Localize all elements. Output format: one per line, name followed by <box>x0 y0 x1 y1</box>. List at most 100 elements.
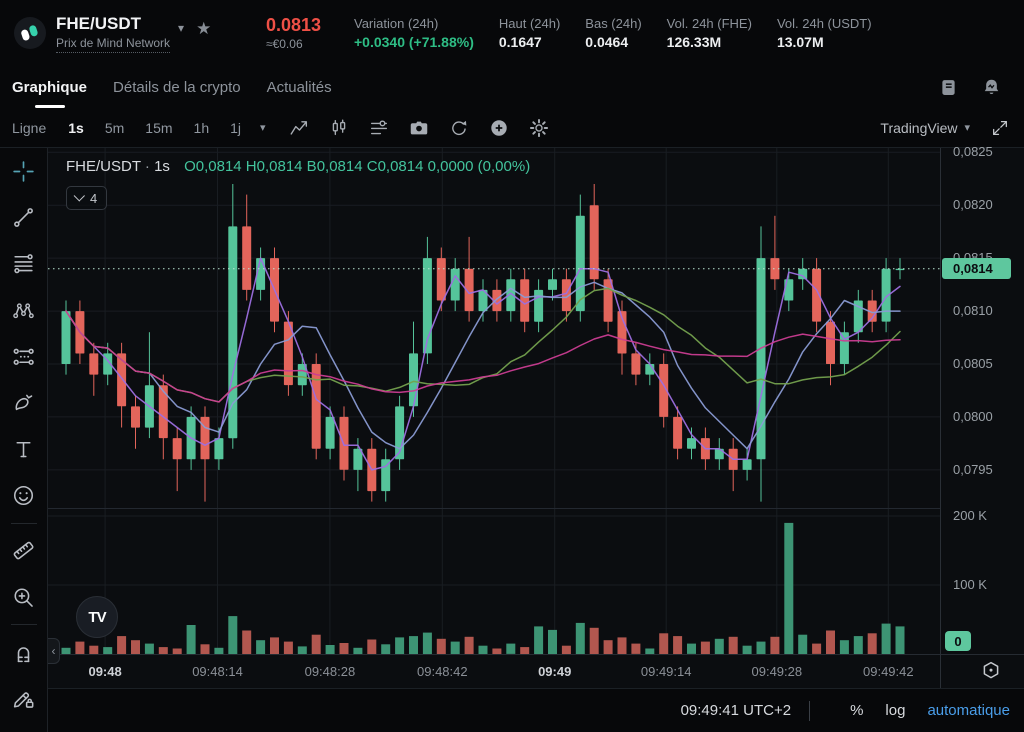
stat-bas-24h: Bas (24h) 0.0464 <box>585 15 641 52</box>
fullscreen-expand-icon <box>993 120 1007 135</box>
clock-timezone[interactable]: 09:49:41 UTC+2 <box>680 702 792 719</box>
time-axis[interactable]: 09:48 09:48:14 09:48:28 09:48:42 09:49 09:49:… <box>48 654 940 688</box>
chart-region: FHE/USDT · 1s O0,0814 H0,0814 B0,0814 C0… <box>48 148 940 688</box>
axis-corner-divider <box>941 654 1024 655</box>
auto-scale-toggle[interactable]: automatique <box>927 702 1010 719</box>
price-tick: 0,0795 <box>953 461 993 477</box>
refresh-button[interactable] <box>448 117 470 139</box>
price-tick: 0,0810 <box>953 303 993 319</box>
stat-value: 13.07M <box>776 33 824 50</box>
legend-ohlc-values: O0,0814 H0,0814 B0,0814 C0,0814 0,0000 (… <box>184 158 531 175</box>
chart-settings-gear-button[interactable] <box>528 117 550 139</box>
crosshair-tool-button[interactable] <box>0 158 48 184</box>
indicators-count: 4 <box>90 190 98 206</box>
price-alert-bell-icon <box>984 79 999 94</box>
pair-dropdown-caret-icon[interactable]: ▾ <box>178 21 185 35</box>
forecast-tool-button[interactable] <box>0 343 48 369</box>
add-indicator-button[interactable] <box>488 117 510 139</box>
log-scale-toggle[interactable]: log <box>885 702 906 719</box>
ruler-tool-button[interactable] <box>0 538 48 564</box>
crosshair-icon <box>13 160 34 182</box>
tab-actualit-s[interactable]: Actualités <box>266 78 332 96</box>
price-axis[interactable]: 0,08250,08200,08150,08100,08050,08000,07… <box>940 144 1024 688</box>
pair-block: FHE/USDT Prix de Mind Network ▾ ★ <box>14 14 266 53</box>
header-stats: Variation (24h) +0.0340 (+71.88%) Haut (2… <box>354 15 872 52</box>
fullscreen-expand-button[interactable] <box>990 118 1010 138</box>
chart-toolbar: Ligne 1s 5m 15m 1h 1j ▾ TradingView ▾ <box>0 108 1024 148</box>
magnet-tool-button[interactable] <box>0 639 48 665</box>
emoji-tool-button[interactable] <box>0 482 48 508</box>
interval-5m[interactable]: 5m <box>104 119 125 136</box>
interval-1j[interactable]: 1j <box>230 119 242 136</box>
text-icon <box>16 441 31 457</box>
brush-tool-button[interactable] <box>0 390 48 416</box>
axis-settings-button[interactable] <box>979 659 1003 683</box>
time-tick: 09:48:28 <box>304 664 356 679</box>
xabcd-pattern-tool-button[interactable] <box>0 297 48 323</box>
stat-label: Variation (24h) <box>354 15 439 31</box>
toolbar-icons <box>288 117 550 139</box>
tradingview-watermark-logo[interactable]: TV <box>76 596 118 638</box>
chart-canvas[interactable] <box>48 148 940 688</box>
pair-subtitle[interactable]: Prix de Mind Network <box>56 35 171 53</box>
chevron-down-icon <box>73 190 85 202</box>
interval-more-caret-icon[interactable]: ▾ <box>260 122 266 134</box>
provider-selector[interactable]: TradingView <box>880 119 958 136</box>
drawing-lock-icon <box>13 692 34 709</box>
candlestick-style-button[interactable] <box>328 117 350 139</box>
xabcd-pattern-icon <box>13 303 34 318</box>
camera-snapshot-icon <box>410 121 427 134</box>
time-tick: 09:49:14 <box>640 664 692 679</box>
ma-line-7 <box>65 281 901 450</box>
camera-snapshot-button[interactable] <box>408 117 430 139</box>
time-tick: 09:48 <box>88 664 122 679</box>
indicators-button[interactable] <box>288 117 310 139</box>
toolbar-right: TradingView ▾ <box>880 118 1010 138</box>
trend-line-icon <box>14 208 33 227</box>
interval-1s[interactable]: 1s <box>68 119 84 136</box>
interval-1h[interactable]: 1h <box>193 119 210 136</box>
candles <box>61 184 905 502</box>
tools-divider <box>10 522 37 524</box>
stat-haut-24h: Haut (24h) 0.1647 <box>499 15 560 52</box>
chart-display-settings-button[interactable] <box>368 117 390 139</box>
stat-value: 0.0464 <box>585 33 629 50</box>
zoom-in-tool-button[interactable] <box>0 584 48 610</box>
time-tick: 09:48:42 <box>416 664 468 679</box>
sidebar-collapse-handle[interactable]: ‹ <box>48 638 60 664</box>
time-tick: 09:49:42 <box>862 664 914 679</box>
indicators-icon <box>290 120 307 135</box>
ruler-icon <box>13 542 34 560</box>
stat-label: Haut (24h) <box>498 15 561 31</box>
favorite-star-icon[interactable]: ★ <box>196 19 212 38</box>
stat-label: Vol. 24h (FHE) <box>666 15 752 31</box>
footer-divider <box>809 700 811 721</box>
tab-d-tails-de-la-crypto[interactable]: Détails de la crypto <box>113 78 241 96</box>
percent-scale-toggle[interactable]: % <box>850 702 864 719</box>
time-tick: 09:49:28 <box>751 664 803 679</box>
tab-bar: Graphique Détails de la crypto Actualités <box>0 66 1024 108</box>
price-tick: 0,0805 <box>953 356 993 371</box>
price-fiat: ≈€0.06 <box>266 37 303 51</box>
provider-caret-icon[interactable]: ▾ <box>964 122 970 134</box>
text-tool-button[interactable] <box>0 436 48 462</box>
indicators-collapse-button[interactable]: 4 <box>66 186 108 210</box>
time-tick: 09:48:14 <box>192 664 243 679</box>
header: FHE/USDT Prix de Mind Network ▾ ★ 0.0813… <box>0 0 1024 66</box>
drawing-tools-sidebar <box>0 148 48 732</box>
trend-line-tool-button[interactable] <box>0 204 48 230</box>
fib-retracement-tool-button[interactable] <box>0 251 48 277</box>
legend-separator: · <box>144 158 155 175</box>
legend-symbol[interactable]: FHE/USDT <box>66 158 141 175</box>
drawing-lock-tool-button[interactable] <box>0 686 48 712</box>
last-price-badge: 0,0814 <box>942 258 1011 280</box>
interval-15m[interactable]: 15m <box>145 119 173 136</box>
price-tick: 0,0820 <box>953 197 993 213</box>
price-alert-bell-button[interactable] <box>981 77 1002 98</box>
price-tick: 0,0800 <box>953 408 993 424</box>
orders-journal-button[interactable] <box>938 77 959 98</box>
tab-graphique[interactable]: Graphique <box>12 66 87 108</box>
chart-style-button[interactable]: Ligne <box>12 119 47 136</box>
stat-variation-24h: Variation (24h) +0.0340 (+71.88%) <box>354 15 474 52</box>
